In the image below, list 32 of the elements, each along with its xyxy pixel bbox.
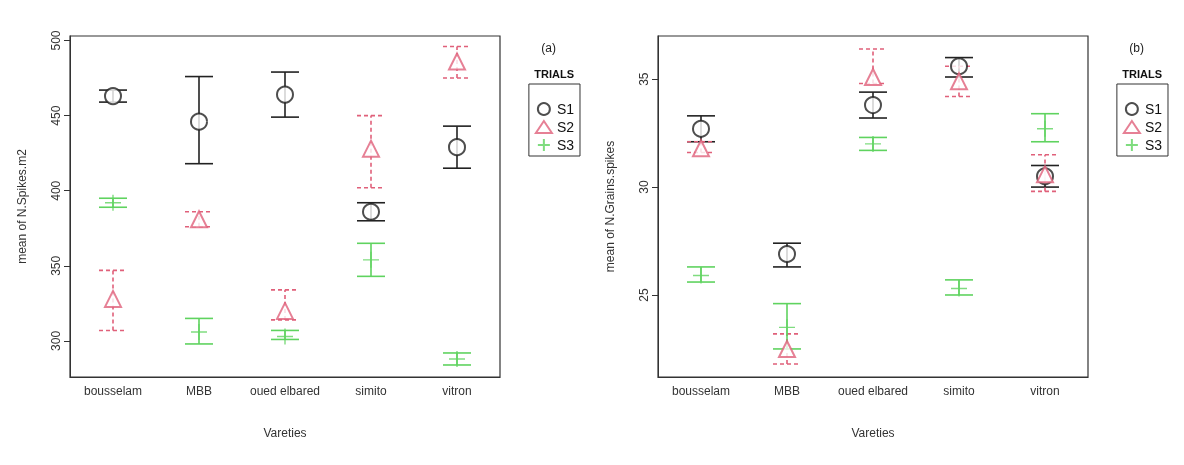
y-tick-label: 450 — [49, 105, 63, 126]
x-axis-title: Vareties — [263, 426, 307, 440]
x-tick-label: vitron — [1030, 384, 1060, 398]
legend-label: S2 — [1144, 119, 1163, 135]
x-tick-label: MBB — [185, 384, 213, 398]
x-tick-label: simito — [355, 384, 387, 398]
x-tick-label: bousselam — [671, 384, 731, 398]
y-tick-label: 30 — [637, 180, 651, 194]
x-tick-label: simito — [943, 384, 975, 398]
legend-title: TRIALS — [534, 67, 575, 80]
y-tick-label: 400 — [49, 180, 63, 201]
y-axis-title: mean of N.Grains.spikes — [603, 140, 617, 273]
y-tick-label: 350 — [49, 255, 63, 276]
legend-label: S1 — [556, 101, 575, 117]
y-tick-label: 25 — [637, 287, 651, 302]
legend-label: S1 — [1144, 101, 1163, 117]
x-tick-label: vitron — [442, 384, 472, 398]
x-tick-label: MBB — [773, 384, 801, 398]
legend-label: S3 — [556, 137, 575, 153]
legend-title: TRIALS — [1122, 67, 1163, 80]
x-tick-label: bousselam — [83, 384, 143, 398]
x-axis-title: Vareties — [851, 426, 895, 440]
y-tick-label: 35 — [637, 72, 651, 86]
x-tick-label: oued elbared — [837, 384, 909, 398]
text: (b) — [1129, 41, 1145, 55]
y-tick-label: 300 — [49, 330, 63, 351]
text: (a) — [541, 41, 557, 55]
y-tick-label: 500 — [49, 30, 63, 51]
legend-label: S3 — [1144, 137, 1163, 153]
legend-label: S2 — [556, 119, 575, 135]
x-tick-label: oued elbared — [249, 384, 321, 398]
y-axis-title: mean of N.Spikes.m2 — [15, 148, 29, 264]
